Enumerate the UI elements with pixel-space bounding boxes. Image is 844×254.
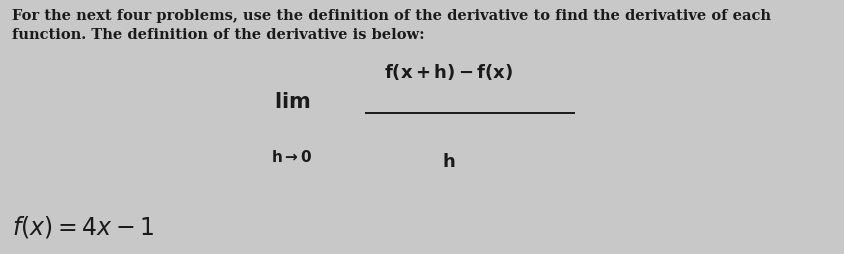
Text: $\mathbf{h}$: $\mathbf{h}$ <box>441 153 455 171</box>
Text: For the next four problems, use the definition of the derivative to find the der: For the next four problems, use the defi… <box>13 9 771 42</box>
Text: $\mathbf{lim}$: $\mathbf{lim}$ <box>273 92 311 112</box>
Text: $f(x) = 4x - 1$: $f(x) = 4x - 1$ <box>13 214 154 241</box>
Text: $\mathbf{h{\to}0}$: $\mathbf{h{\to}0}$ <box>271 149 313 165</box>
Text: $\mathbf{f(x+h)-f(x)}$: $\mathbf{f(x+h)-f(x)}$ <box>383 62 513 82</box>
